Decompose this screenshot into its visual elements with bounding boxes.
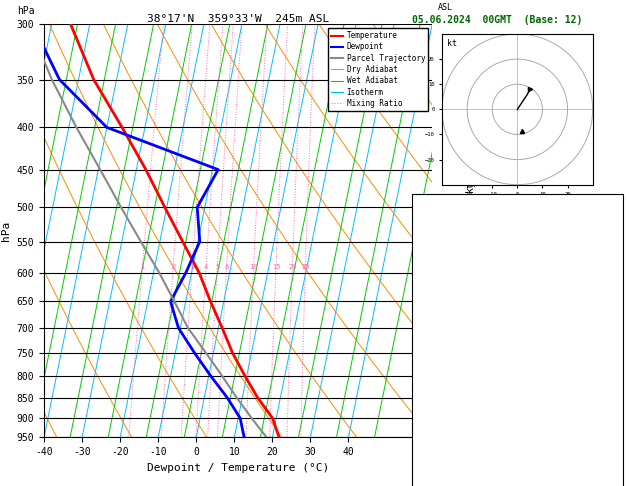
Legend: Temperature, Dewpoint, Parcel Trajectory, Dry Adiabat, Wet Adiabat, Isotherm, Mi: Temperature, Dewpoint, Parcel Trajectory… <box>328 28 428 111</box>
Text: 0: 0 <box>615 330 620 339</box>
Text: 15: 15 <box>272 264 281 270</box>
Text: 23: 23 <box>610 461 620 470</box>
Text: 21.8: 21.8 <box>599 257 620 266</box>
Text: θe(K): θe(K) <box>415 286 440 295</box>
Text: 986: 986 <box>604 359 620 368</box>
Text: Pressure (mb): Pressure (mb) <box>415 359 480 368</box>
Text: 2: 2 <box>444 371 449 381</box>
Text: Dewp (°C): Dewp (°C) <box>415 272 460 281</box>
Text: Temp (°C): Temp (°C) <box>415 257 460 266</box>
Text: θe (K): θe (K) <box>415 374 445 383</box>
Text: 4: 4 <box>204 264 208 270</box>
Text: Hodograph: Hodograph <box>493 432 542 441</box>
Text: 05.06.2024  00GMT  (Base: 12): 05.06.2024 00GMT (Base: 12) <box>412 15 582 25</box>
Text: 347°: 347° <box>599 476 620 485</box>
Text: 27: 27 <box>610 199 620 208</box>
Text: CAPE (J): CAPE (J) <box>415 315 455 325</box>
Text: 6: 6 <box>615 447 620 456</box>
Text: Lifted Index: Lifted Index <box>415 388 475 398</box>
Text: 12.6: 12.6 <box>599 272 620 281</box>
Text: SREH: SREH <box>415 461 435 470</box>
Text: 10: 10 <box>249 264 258 270</box>
Text: Most Unstable: Most Unstable <box>482 345 552 354</box>
Text: 0: 0 <box>615 403 620 412</box>
Text: 323: 323 <box>604 374 620 383</box>
Text: 25: 25 <box>301 264 309 270</box>
Text: EH: EH <box>415 447 425 456</box>
Text: Lifted Index: Lifted Index <box>415 301 475 310</box>
Text: 3: 3 <box>615 301 620 310</box>
Text: 3: 3 <box>190 264 194 270</box>
Text: 0: 0 <box>615 417 620 427</box>
Y-axis label: hPa: hPa <box>1 221 11 241</box>
Text: 4: 4 <box>444 268 449 277</box>
Text: 3: 3 <box>615 388 620 398</box>
Text: Totals Totals: Totals Totals <box>415 213 480 223</box>
X-axis label: Dewpoint / Temperature (°C): Dewpoint / Temperature (°C) <box>147 463 329 473</box>
Text: StmDir: StmDir <box>415 476 445 485</box>
Text: 0: 0 <box>615 315 620 325</box>
Text: 6: 6 <box>225 264 229 270</box>
Text: 5: 5 <box>444 237 449 246</box>
Text: 3: 3 <box>444 324 449 332</box>
Text: kt: kt <box>447 39 457 48</box>
Text: 2.11: 2.11 <box>599 228 620 237</box>
Text: K: K <box>415 199 420 208</box>
Text: 7: 7 <box>444 165 449 174</box>
Title: 38°17'N  359°33'W  245m ASL: 38°17'N 359°33'W 245m ASL <box>147 14 329 23</box>
Text: 20: 20 <box>288 264 297 270</box>
Text: 1: 1 <box>140 264 145 270</box>
Text: 5: 5 <box>215 264 220 270</box>
Text: 1: 1 <box>444 393 449 402</box>
Text: 323: 323 <box>604 286 620 295</box>
Text: Mixing Ratio (g/kg): Mixing Ratio (g/kg) <box>466 175 476 287</box>
Text: © weatheronline.co.uk: © weatheronline.co.uk <box>465 472 570 481</box>
Text: hPa: hPa <box>17 6 35 16</box>
Text: 45: 45 <box>610 213 620 223</box>
Text: CIN (J): CIN (J) <box>415 417 450 427</box>
Text: LCL: LCL <box>433 395 448 404</box>
Text: 6: 6 <box>444 203 449 212</box>
Text: Surface: Surface <box>499 243 536 252</box>
Text: 8: 8 <box>444 123 449 132</box>
Text: CIN (J): CIN (J) <box>415 330 450 339</box>
Text: CAPE (J): CAPE (J) <box>415 403 455 412</box>
Text: PW (cm): PW (cm) <box>415 228 450 237</box>
Text: km
ASL: km ASL <box>438 0 454 12</box>
Text: 2: 2 <box>171 264 175 270</box>
